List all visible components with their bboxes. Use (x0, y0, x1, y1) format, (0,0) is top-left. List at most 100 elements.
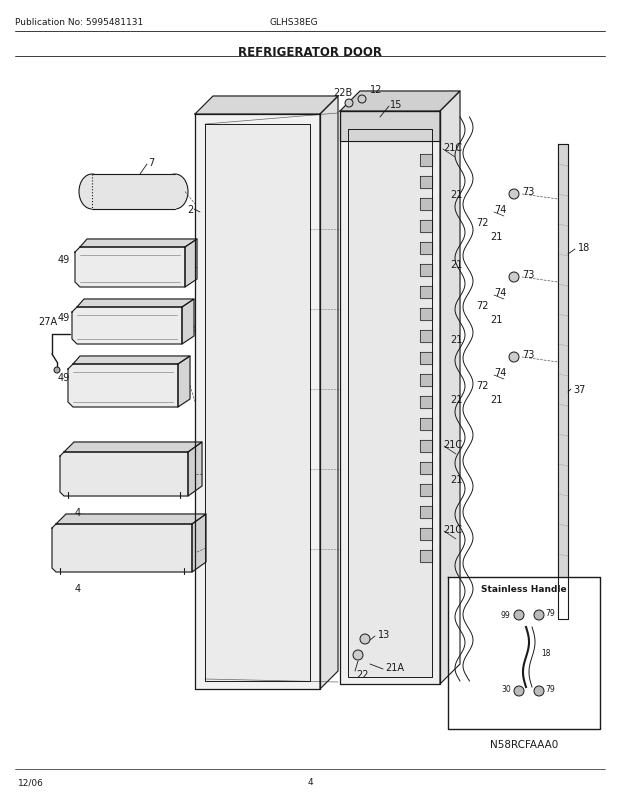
Polygon shape (68, 365, 178, 407)
Polygon shape (420, 330, 432, 342)
Text: 4: 4 (307, 777, 313, 787)
Text: 18: 18 (578, 243, 590, 253)
Text: 73: 73 (522, 269, 534, 280)
Text: 12: 12 (370, 85, 383, 95)
Text: 21C: 21C (443, 525, 462, 534)
Polygon shape (420, 506, 432, 518)
Text: N58RCFAAA0: N58RCFAAA0 (490, 739, 558, 749)
Polygon shape (64, 443, 202, 452)
Polygon shape (558, 145, 568, 619)
Text: 30: 30 (501, 685, 511, 694)
Text: 21: 21 (490, 232, 502, 241)
Polygon shape (420, 309, 432, 321)
Ellipse shape (534, 687, 544, 696)
Ellipse shape (162, 175, 188, 210)
Polygon shape (420, 375, 432, 387)
Polygon shape (448, 577, 600, 729)
Polygon shape (182, 300, 194, 345)
Polygon shape (192, 514, 206, 573)
Polygon shape (440, 92, 460, 684)
Polygon shape (80, 240, 197, 248)
Text: 74: 74 (494, 205, 507, 215)
Text: 74: 74 (494, 288, 507, 298)
Text: 4: 4 (75, 583, 81, 593)
Text: 49: 49 (58, 373, 70, 383)
Polygon shape (420, 155, 432, 167)
Text: 18: 18 (541, 649, 551, 658)
Text: 21: 21 (490, 314, 502, 325)
Text: 15: 15 (390, 100, 402, 110)
Text: 21C: 21C (443, 143, 462, 153)
Ellipse shape (509, 190, 519, 200)
Polygon shape (420, 419, 432, 431)
Polygon shape (420, 529, 432, 541)
Polygon shape (420, 550, 432, 562)
Polygon shape (420, 243, 432, 255)
Text: 72: 72 (476, 217, 489, 228)
Polygon shape (340, 92, 460, 111)
Text: 21: 21 (450, 260, 463, 269)
Ellipse shape (514, 610, 524, 620)
Text: 74: 74 (494, 367, 507, 378)
Polygon shape (340, 111, 440, 684)
Text: 12/06: 12/06 (18, 777, 44, 787)
Text: 21: 21 (490, 395, 502, 404)
Ellipse shape (79, 175, 105, 210)
Text: 21: 21 (450, 190, 463, 200)
Text: 99: 99 (501, 611, 511, 620)
Text: 21A: 21A (385, 662, 404, 672)
Text: 49: 49 (58, 255, 70, 265)
Polygon shape (420, 221, 432, 233)
Polygon shape (420, 440, 432, 452)
Text: 4: 4 (75, 508, 81, 517)
Polygon shape (52, 525, 192, 573)
Text: 79: 79 (545, 609, 555, 618)
Text: 2: 2 (187, 205, 193, 215)
Text: 13: 13 (378, 630, 390, 639)
Polygon shape (178, 357, 190, 407)
Ellipse shape (514, 687, 524, 696)
Text: 79: 79 (545, 685, 555, 694)
Text: 73: 73 (522, 187, 534, 196)
Ellipse shape (360, 634, 370, 644)
Polygon shape (320, 97, 338, 689)
Polygon shape (185, 240, 197, 288)
Polygon shape (75, 248, 185, 288)
Text: 72: 72 (476, 380, 489, 391)
Text: 21: 21 (450, 395, 463, 404)
Text: 22B: 22B (334, 88, 353, 98)
Text: 21C: 21C (443, 439, 462, 449)
Ellipse shape (534, 610, 544, 620)
Text: 73: 73 (522, 350, 534, 359)
Polygon shape (420, 353, 432, 365)
Text: GLHS38EG: GLHS38EG (270, 18, 319, 27)
Polygon shape (92, 175, 175, 210)
Polygon shape (420, 199, 432, 211)
Text: 72: 72 (476, 301, 489, 310)
Polygon shape (73, 357, 190, 365)
Text: Publication No: 5995481131: Publication No: 5995481131 (15, 18, 143, 27)
Text: 21: 21 (450, 475, 463, 484)
Text: 7: 7 (148, 158, 154, 168)
Polygon shape (72, 308, 182, 345)
Text: 27A: 27A (38, 317, 57, 326)
Polygon shape (420, 265, 432, 277)
Text: 49: 49 (58, 313, 70, 323)
Polygon shape (420, 176, 432, 188)
Polygon shape (56, 514, 206, 525)
Ellipse shape (509, 353, 519, 363)
Ellipse shape (54, 367, 60, 374)
Polygon shape (420, 463, 432, 475)
Polygon shape (340, 111, 440, 142)
Ellipse shape (358, 96, 366, 104)
Polygon shape (205, 125, 310, 681)
Polygon shape (195, 97, 338, 115)
Ellipse shape (509, 273, 519, 282)
Polygon shape (420, 286, 432, 298)
Polygon shape (420, 396, 432, 408)
Ellipse shape (345, 100, 353, 107)
Polygon shape (188, 443, 202, 496)
Polygon shape (420, 484, 432, 496)
Polygon shape (60, 452, 188, 496)
Polygon shape (77, 300, 194, 308)
